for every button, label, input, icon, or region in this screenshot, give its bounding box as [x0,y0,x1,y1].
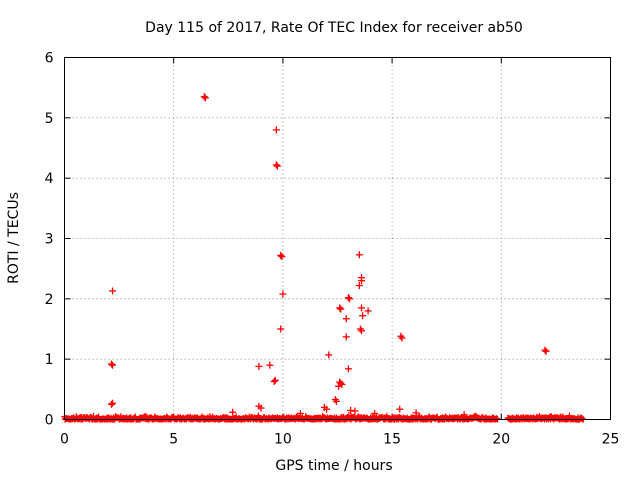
data-point [342,315,350,323]
y-tick-label: 4 [45,171,54,187]
data-point [266,361,274,369]
data-point [279,290,287,298]
data-point [109,399,117,407]
data-point [200,93,208,101]
x-tick-label: 15 [383,432,401,448]
y-tick-label: 0 [45,413,54,429]
data-point [351,407,359,415]
data-points [61,93,587,423]
data-point [273,162,281,170]
data-point [257,404,265,412]
data-point [337,305,345,313]
y-tick-label: 6 [45,51,54,67]
x-tick-label: 25 [602,432,620,448]
data-point [277,325,285,333]
y-tick-label: 2 [45,292,54,308]
data-point [323,405,331,413]
data-point [296,409,304,417]
data-point [355,251,363,259]
data-point [270,377,278,385]
x-tick-label: 5 [169,432,178,448]
y-tick-label: 1 [45,352,54,368]
tick-labels: 0 5 10 15 20 25 0 1 2 3 4 5 6 [45,51,620,448]
data-point [359,312,367,320]
data-point [358,274,366,282]
data-point [542,347,550,355]
data-point [201,94,209,102]
data-point [493,415,501,422]
data-point [358,304,366,312]
data-point [398,334,406,342]
data-point [272,161,280,169]
data-point [107,400,115,408]
data-point [396,405,404,413]
plot-frame [64,57,611,420]
data-point [255,362,263,370]
data-point [460,411,468,419]
x-tick-label: 0 [60,432,69,448]
x-tick-label: 10 [274,432,292,448]
data-point [342,333,350,341]
data-point [278,253,286,261]
data-point [412,409,420,417]
x-axis-label: GPS time / hours [275,458,392,474]
data-point [335,382,343,390]
chart-title: Day 115 of 2017, Rate Of TEC Index for r… [145,20,523,36]
data-point [277,251,285,259]
y-tick-label: 3 [45,232,54,248]
data-point [272,126,280,134]
data-point [344,294,352,302]
data-point [332,397,340,405]
data-point [229,408,237,416]
data-point [364,307,372,315]
y-axis-label: ROTI / TECUs [6,192,22,284]
data-point [344,365,352,373]
data-point [346,295,354,303]
data-point [358,327,366,335]
data-point [107,360,115,368]
y-tick-label: 5 [45,111,54,127]
data-point [355,282,363,290]
data-point [109,361,117,369]
data-point [371,409,379,417]
x-tick-label: 20 [492,432,510,448]
data-point [541,346,549,354]
data-point [578,414,586,422]
data-point [336,304,344,312]
data-point [109,287,117,295]
data-point [271,376,279,384]
data-point [325,351,333,359]
grid-lines [64,57,611,420]
